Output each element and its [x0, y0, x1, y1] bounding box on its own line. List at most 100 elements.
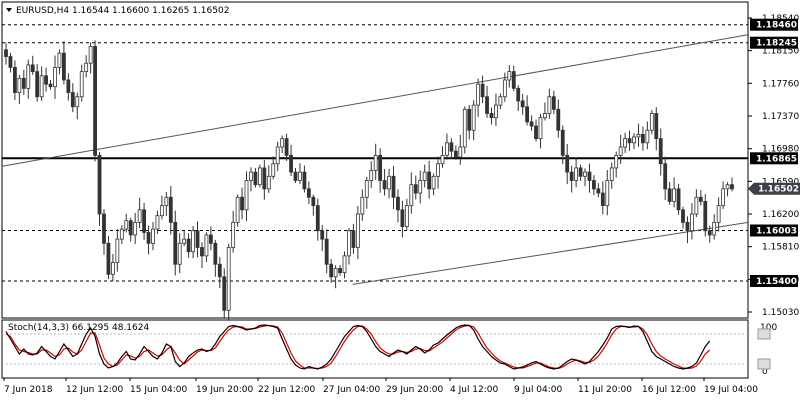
- candle-body: [369, 170, 374, 181]
- candle-body: [520, 100, 525, 108]
- candle-body: [231, 221, 236, 248]
- candle-body: [716, 205, 721, 223]
- candle-body: [529, 121, 534, 127]
- candle-body: [44, 75, 48, 85]
- candle-body: [137, 209, 142, 223]
- candle-body: [694, 196, 699, 215]
- candle-body: [663, 163, 668, 190]
- candle-body: [373, 154, 378, 171]
- candle-body: [427, 171, 432, 190]
- x-tick-label: 4 Jul 12:00: [450, 385, 499, 395]
- candle-body: [578, 167, 583, 177]
- candle-body: [480, 83, 485, 98]
- candle-body: [262, 167, 267, 190]
- candle-body: [636, 134, 641, 138]
- stoch-label: Stoch(14,3,3) 66.1295 48.1624: [8, 323, 149, 333]
- candle-body: [476, 83, 481, 106]
- candle-body: [168, 196, 173, 223]
- x-tick-label: 12 Jun 12:00: [66, 385, 123, 395]
- candle-body: [440, 154, 445, 165]
- candle-body: [293, 171, 298, 181]
- candle-body: [110, 262, 115, 275]
- candle-body: [676, 188, 681, 211]
- candle-body: [151, 228, 155, 244]
- candle-body: [275, 146, 280, 165]
- candle-body: [391, 175, 396, 198]
- candle-body: [449, 142, 454, 152]
- candle-body: [525, 106, 530, 123]
- candle-body: [543, 113, 547, 119]
- candle-body: [280, 138, 285, 148]
- candle-body: [649, 113, 654, 131]
- candle-body: [632, 136, 636, 144]
- candle-body: [378, 154, 383, 181]
- candle-body: [721, 188, 725, 207]
- candle-body: [681, 209, 685, 223]
- x-tick-label: 22 Jun 12:00: [258, 385, 315, 395]
- candle-body: [605, 180, 610, 207]
- candle-body: [119, 228, 124, 240]
- candle-body: [445, 142, 449, 156]
- candle-body: [133, 221, 138, 236]
- candle-body: [35, 71, 40, 98]
- candle-body: [574, 167, 579, 181]
- candle-body: [320, 230, 325, 240]
- candle-body: [502, 79, 507, 98]
- candle-body: [97, 154, 102, 215]
- candle-body: [534, 125, 538, 140]
- candle-body: [658, 138, 663, 165]
- candle-body: [222, 276, 227, 311]
- y-tick-label: 1.17760: [762, 79, 799, 89]
- candle-body: [618, 146, 623, 156]
- stoch-k-line: [5, 324, 711, 370]
- candle-body: [494, 104, 498, 119]
- level-tag-text: 1.16003: [756, 227, 797, 237]
- candle-body: [235, 196, 240, 223]
- candle-body: [142, 209, 146, 233]
- candle-body: [672, 188, 676, 202]
- current-price-text: 1.16502: [758, 185, 799, 195]
- candle-body: [614, 154, 619, 169]
- y-tick-label: 1.15030: [762, 308, 799, 318]
- candle-body: [333, 268, 338, 278]
- candle-body: [458, 146, 463, 158]
- stoch-scale-top: 100: [760, 323, 777, 333]
- candle-body: [516, 87, 521, 102]
- candle-body: [703, 201, 708, 232]
- candle-body: [266, 175, 271, 190]
- candle-body: [75, 96, 80, 108]
- candle-body: [409, 184, 414, 207]
- candle-body: [200, 247, 204, 257]
- candle-body: [418, 180, 423, 194]
- candle-body: [102, 213, 106, 244]
- candle-body: [26, 64, 31, 89]
- x-tick-label: 16 Jul 12:00: [642, 385, 696, 395]
- level-tag-text: 1.15400: [756, 277, 797, 287]
- candle-body: [667, 188, 672, 202]
- candle-body: [338, 268, 342, 274]
- level-tag-text: 1.18460: [756, 21, 797, 31]
- candle-body: [226, 247, 231, 311]
- candle-body: [186, 238, 191, 253]
- candle-body: [382, 180, 387, 190]
- candle-body: [360, 196, 365, 215]
- candle-body: [173, 221, 178, 265]
- candle-body: [244, 180, 249, 211]
- candle-body: [551, 96, 556, 110]
- x-tick-label: 9 Jul 04:00: [514, 385, 563, 395]
- candle-body: [556, 108, 561, 131]
- candle-body: [257, 167, 262, 186]
- candle-body: [93, 46, 97, 156]
- trendline-upper-channel: [1, 34, 749, 167]
- candle-body: [21, 77, 26, 89]
- candle-body: [88, 46, 93, 64]
- stoch-marker-80: [757, 328, 771, 340]
- candle-body: [623, 138, 628, 148]
- x-tick-label: 7 Jun 2018: [4, 385, 53, 395]
- stoch-marker-20: [757, 358, 771, 370]
- candle-body: [351, 230, 356, 248]
- trendline-lower-channel: [352, 221, 749, 285]
- candle-body: [627, 138, 632, 144]
